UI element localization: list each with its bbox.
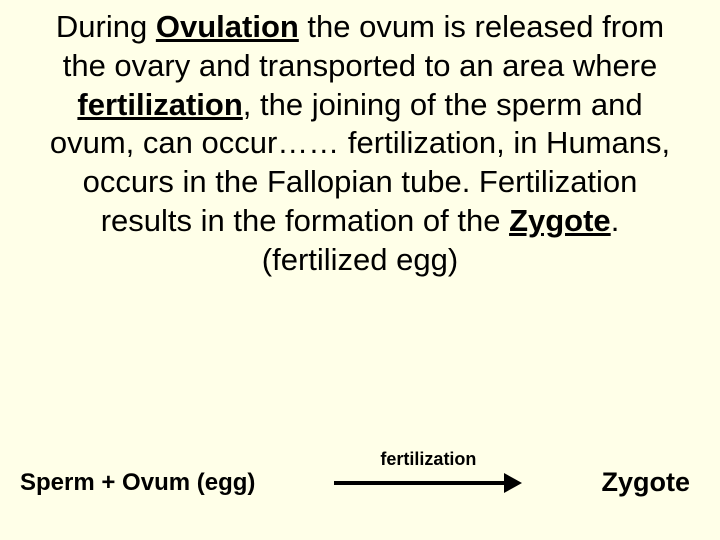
text-zygote: Zygote bbox=[509, 203, 611, 238]
equation-right: Zygote bbox=[601, 467, 690, 498]
arrow-line-icon bbox=[334, 481, 504, 485]
equation-row: Sperm + Ovum (egg) fertilization Zygote bbox=[0, 467, 720, 498]
main-paragraph: During Ovulation the ovum is released fr… bbox=[0, 0, 720, 279]
text-fertilization: fertilization bbox=[77, 87, 242, 122]
arrow-label: fertilization bbox=[380, 449, 476, 470]
equation-left: Sperm + Ovum (egg) bbox=[20, 469, 255, 497]
text-pre1: During bbox=[56, 9, 156, 44]
arrow-head-icon bbox=[504, 473, 522, 493]
arrow-group: fertilization bbox=[267, 473, 589, 493]
text-ovulation: Ovulation bbox=[156, 9, 299, 44]
